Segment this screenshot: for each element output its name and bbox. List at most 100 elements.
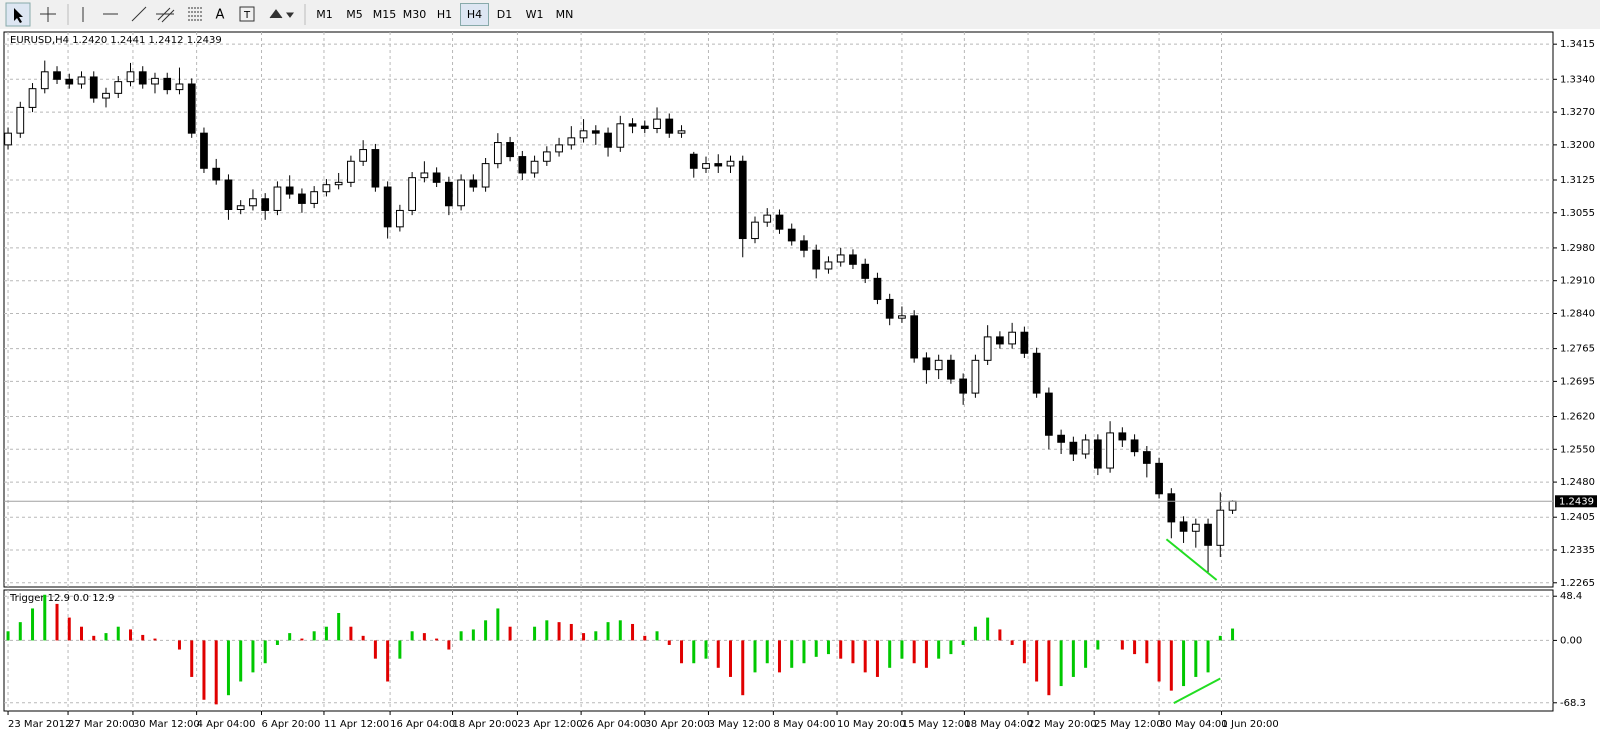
x-tick-label: 10 May 20:00 [837, 719, 906, 730]
timeframe-button[interactable]: M30 [402, 8, 427, 21]
y-tick-label: -68.3 [1560, 698, 1586, 709]
x-tick-label: 27 Mar 20:00 [68, 719, 135, 730]
timeframe-button[interactable]: MN [555, 8, 574, 21]
timeframe-button[interactable]: W1 [525, 8, 544, 21]
x-tick-label: 30 May 04:00 [1159, 719, 1228, 730]
candle-body [775, 214, 784, 230]
fibo-icon[interactable] [188, 7, 202, 21]
candle-body [481, 163, 490, 188]
candle-body [959, 378, 968, 394]
last-price-label: 1.2439 [1559, 496, 1594, 507]
candle-body [530, 160, 539, 174]
candle-body [1155, 462, 1163, 495]
y-tick-label: 1.3415 [1560, 39, 1595, 50]
candle-body [187, 83, 196, 134]
timeframe-button[interactable]: H1 [436, 8, 453, 21]
candle-body [53, 71, 61, 80]
candle-body [542, 151, 551, 162]
candle-body [800, 240, 808, 251]
arrows-icon[interactable] [269, 9, 294, 19]
candle-body [947, 359, 955, 380]
text-icon[interactable]: A [216, 8, 225, 23]
x-tick-label: 18 May 04:00 [964, 719, 1033, 730]
x-tick-label: 4 Apr 04:00 [197, 719, 256, 730]
label-icon-t: T [243, 10, 251, 21]
trendline-icon[interactable] [131, 6, 147, 22]
candle-body [1130, 439, 1139, 453]
candle-body [126, 71, 135, 83]
candle-body [910, 315, 919, 359]
candle-body [493, 142, 502, 165]
candle-body [836, 254, 845, 263]
crosshair-icon[interactable] [40, 7, 56, 22]
candle-body [873, 277, 882, 300]
candle-body [175, 83, 184, 91]
y-tick-label: 1.2620 [1560, 412, 1595, 423]
y-tick-label: 1.3055 [1560, 208, 1595, 219]
timeframe-button[interactable]: D1 [496, 8, 513, 21]
candle-body [1093, 439, 1102, 469]
y-tick-label: 0.00 [1560, 635, 1582, 646]
candle-body [334, 181, 343, 186]
y-tick-label: 1.3125 [1560, 175, 1595, 186]
candle-body [861, 263, 870, 279]
x-tick-label: 30 Apr 20:00 [645, 719, 710, 730]
candle-body [40, 71, 49, 90]
candle-body [934, 359, 943, 371]
candle-body [65, 78, 74, 85]
candle-body [383, 186, 392, 228]
trendline [1165, 538, 1218, 581]
candle-body [726, 160, 735, 167]
drawing-tools: A T [5, 2, 306, 27]
y-tick-label: 1.2910 [1560, 276, 1595, 287]
pane-title: Trigger 12.9 0.0 12.9 [9, 593, 114, 604]
candle-body [4, 132, 12, 146]
candle-body [1032, 352, 1041, 394]
candle-body [1008, 331, 1017, 345]
candle-body [996, 336, 1004, 345]
y-tick-label: 1.2980 [1560, 243, 1595, 254]
label-icon[interactable] [239, 6, 255, 22]
candle-body [1020, 331, 1029, 354]
candle-body [1057, 434, 1065, 443]
candle-body [689, 153, 698, 169]
x-tick-label: 16 Apr 04:00 [390, 719, 455, 730]
candle-body [1045, 392, 1053, 436]
candle-body [457, 179, 465, 207]
x-tick-label: 26 Apr 04:00 [581, 719, 646, 730]
candle-body [138, 71, 147, 85]
candle-body [922, 357, 931, 371]
chart: 1.3415 1.3340 1.3270 1.3200 1.3125 1.3055 1.29… [0, 29, 1600, 730]
candle-body [261, 198, 270, 211]
x-tick-label: 15 May 12:00 [902, 719, 971, 730]
candle-body [200, 132, 208, 169]
y-tick-label: 1.2550 [1560, 444, 1595, 455]
cursor-icon [14, 8, 23, 23]
timeframe-button[interactable]: M5 [346, 8, 363, 21]
x-tick-label: 23 Apr 12:00 [517, 719, 582, 730]
y-tick-label: 1.2695 [1560, 376, 1595, 387]
timeframe-button[interactable]: H4 [460, 3, 489, 26]
candle-body [89, 76, 98, 99]
x-tick-label: 25 May 12:00 [1094, 719, 1163, 730]
candle-body [824, 261, 833, 270]
candle-body [28, 88, 37, 108]
candle-body [849, 254, 857, 265]
x-tick-label: 11 Apr 12:00 [324, 719, 389, 730]
x-tick-label: 8 May 04:00 [773, 719, 835, 730]
candle-body [432, 172, 441, 183]
candle-body [579, 130, 588, 139]
candle-body [249, 198, 257, 207]
candle-body [971, 359, 980, 394]
timeframe-button[interactable]: M1 [316, 8, 333, 21]
candle-body [665, 118, 674, 134]
candle-body [983, 336, 992, 361]
channel-icon[interactable] [156, 7, 175, 23]
candle-body [469, 179, 478, 188]
candle-body [751, 221, 759, 240]
candle-body [738, 160, 747, 240]
candle-body [114, 81, 123, 94]
timeframe-button[interactable]: M15 [372, 8, 397, 21]
y-tick-label: 1.2480 [1560, 477, 1595, 488]
y-tick-label: 1.2765 [1560, 344, 1595, 355]
